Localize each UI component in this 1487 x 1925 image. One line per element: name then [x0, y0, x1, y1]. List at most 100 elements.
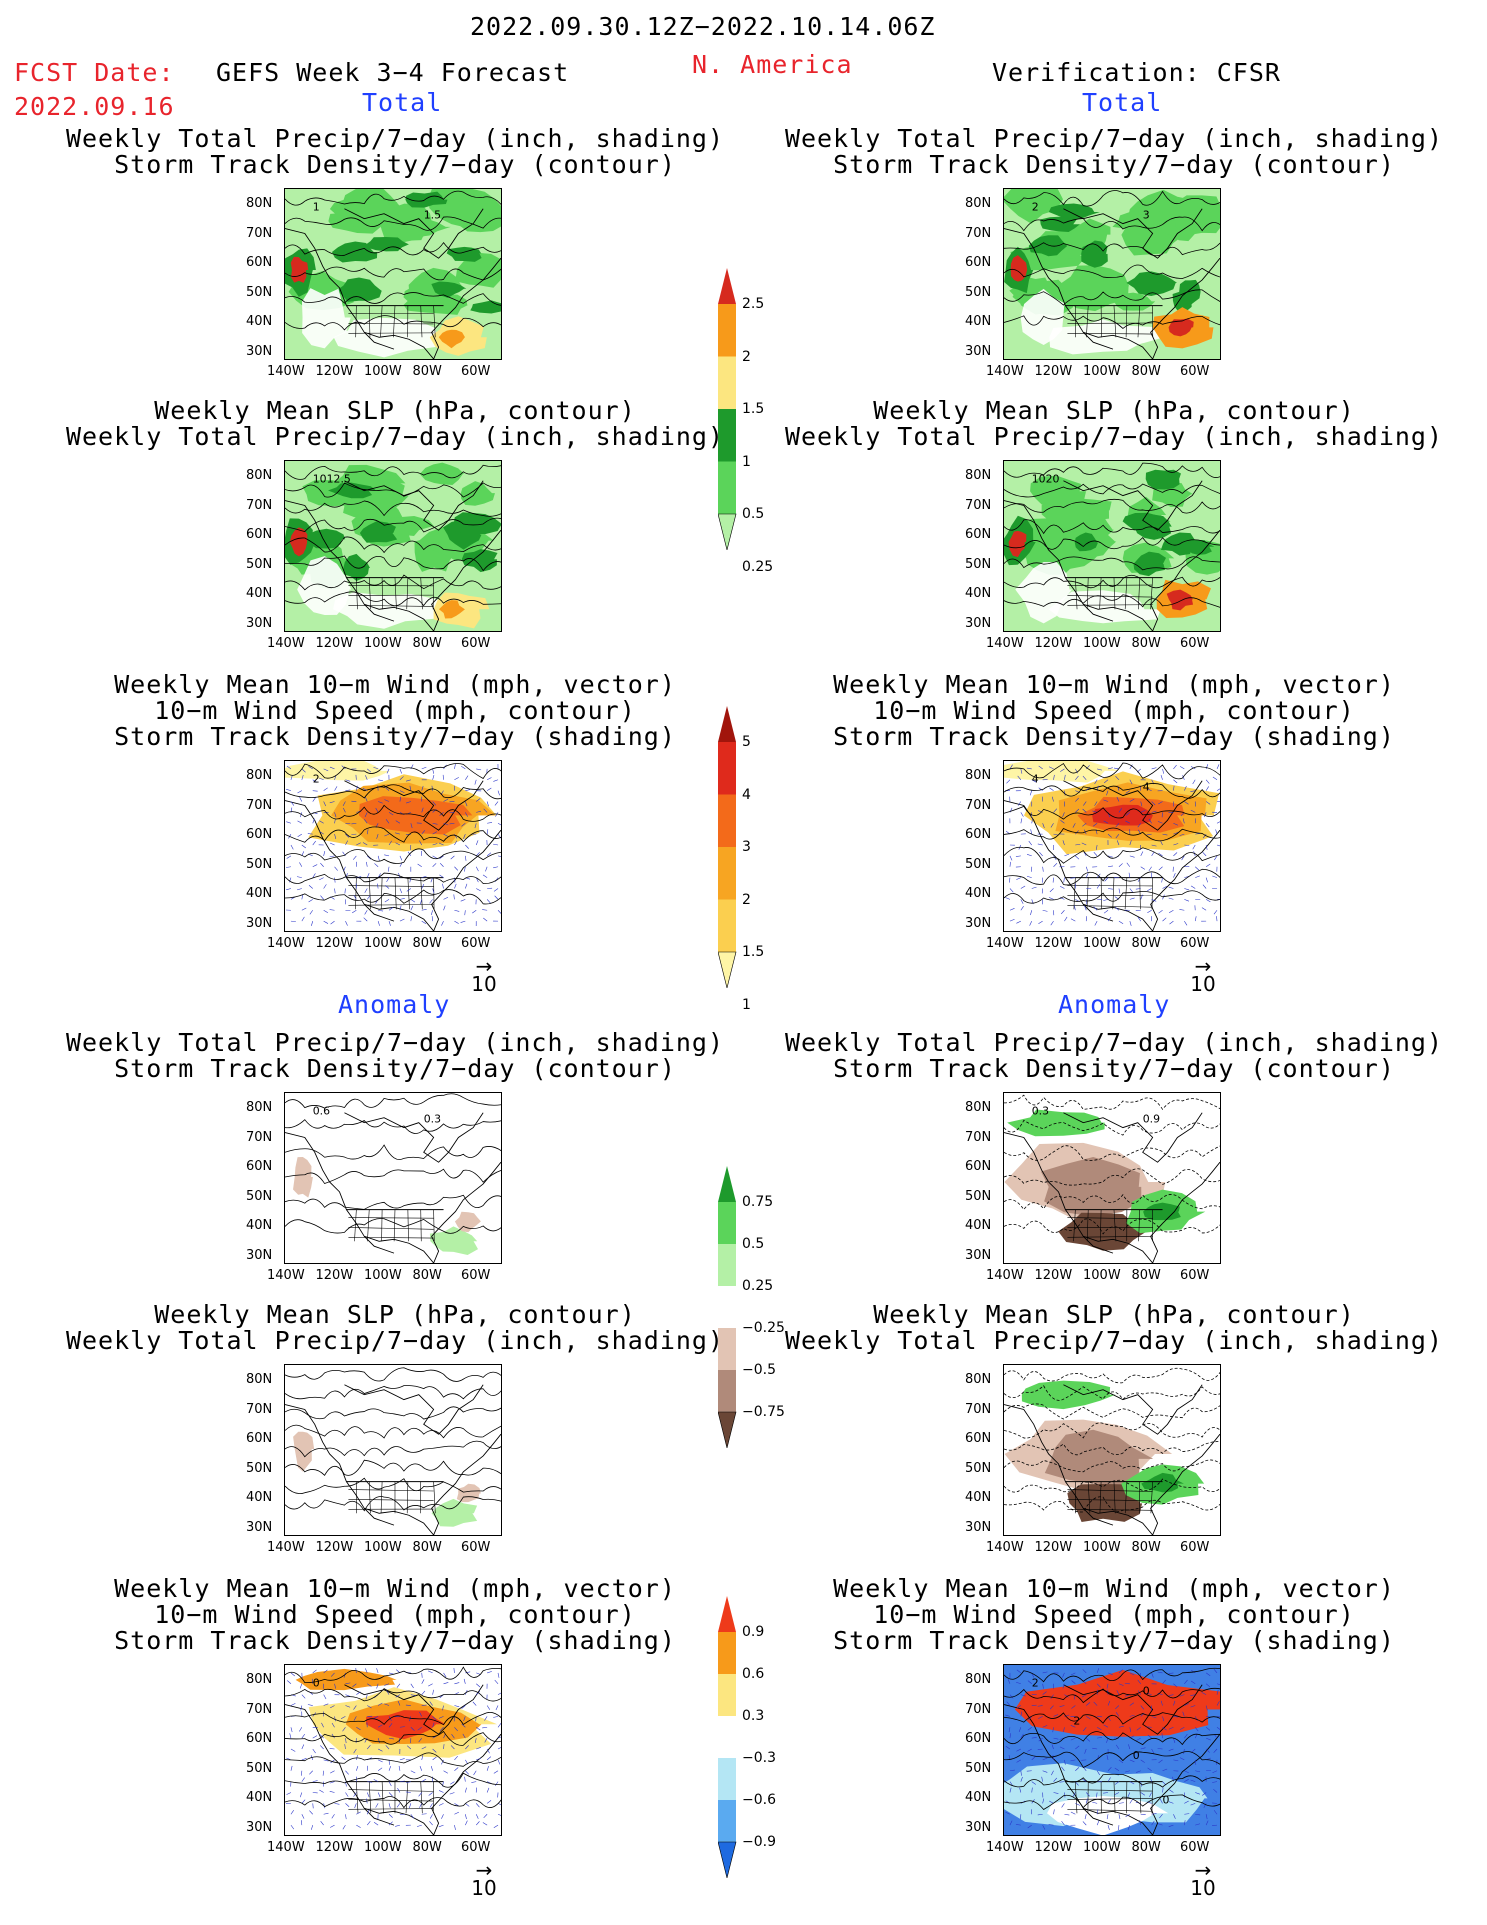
colorbar-segment [718, 847, 736, 900]
section-anomaly-right: Anomaly [1058, 990, 1171, 1019]
panel-title: Weekly Mean 10−m Wind (mph, vector) 10−m … [764, 672, 1464, 750]
colorbar-label: 1.5 [742, 944, 765, 960]
lat-label: 60N [965, 827, 992, 842]
lat-label: 60N [246, 255, 273, 270]
precip-anom-wet [1021, 1380, 1116, 1410]
map-plot: 23 [1004, 189, 1220, 359]
east-coast [431, 829, 501, 931]
panel-title: Weekly Mean SLP (hPa, contour) Weekly Tot… [764, 1302, 1464, 1354]
colorbar-arrow-top [718, 706, 736, 742]
colorbar-label: 5 [742, 734, 751, 750]
hudson-arctic [344, 480, 484, 531]
lon-label: 60W [461, 936, 491, 951]
precip-shade [359, 521, 398, 543]
panel-title: Weekly Mean 10−m Wind (mph, vector) 10−m … [764, 1576, 1464, 1654]
lon-label: 100W [364, 1840, 402, 1855]
dry-area [1049, 319, 1165, 355]
colorbar-total-precip: 2.5 2 1.5 1 0.5 0.25 [717, 268, 808, 575]
precip-shade [1041, 500, 1091, 533]
lon-label: 60W [461, 364, 491, 379]
precip-shade [452, 512, 501, 535]
lat-label: 50N [246, 556, 273, 572]
precip-shade [445, 201, 501, 233]
panel-title: Weekly Total Precip/7−day (inch, shading… [764, 1030, 1464, 1082]
panel-title: Weekly Mean 10−m Wind (mph, vector) 10−m … [45, 672, 745, 750]
panel-title: Weekly Mean SLP (hPa, contour) Weekly Tot… [45, 1302, 745, 1354]
lon-label: 120W [315, 364, 354, 379]
lon-label: 120W [315, 1268, 354, 1283]
map-plot: 44 [1004, 761, 1220, 931]
us-mexico-border [1082, 1235, 1114, 1254]
colorbar-anom-storm: 0.9 0.6 0.3 −0.3 −0.6 −0.9 [717, 1596, 808, 1879]
contour-label: 0.6 [313, 1105, 330, 1118]
panel-title-line: Weekly Total Precip/7−day (inch, shading… [784, 1326, 1444, 1355]
dry-area [1020, 288, 1065, 345]
precip-anom-dry [293, 1431, 315, 1472]
panel-title: Weekly Mean SLP (hPa, contour) Weekly Tot… [45, 398, 745, 450]
precip-shade [1133, 551, 1166, 577]
precip-shade [1112, 211, 1176, 230]
us-mexico-border [363, 903, 395, 922]
lon-label: 60W [461, 1268, 491, 1283]
lon-label: 140W [986, 636, 1024, 651]
lon-label: 80W [1131, 1268, 1161, 1283]
lat-label: 60N [246, 827, 273, 842]
colorbar-segment [718, 1202, 736, 1244]
colorbar-segment [718, 304, 736, 357]
hudson-arctic [1063, 480, 1203, 531]
wind-vectors [1004, 764, 1220, 926]
vector-reference-value: 10 [471, 972, 497, 996]
lat-label: 60N [246, 1431, 273, 1446]
lon-label: 60W [461, 1840, 491, 1855]
colorbar-segment [718, 1674, 736, 1716]
panel-title-line: 10−m Wind Speed (mph, contour) [154, 696, 636, 725]
lat-label: 70N [246, 1129, 273, 1145]
lon-label: 80W [412, 1840, 442, 1855]
precip-anom-dry [1067, 1484, 1143, 1522]
lat-label: 30N [246, 1247, 273, 1263]
lon-label: 100W [364, 1540, 402, 1555]
west-coast [1004, 1132, 1153, 1263]
contour-lines [285, 763, 501, 905]
lon-label: 120W [315, 636, 354, 651]
lat-label: 50N [965, 284, 992, 300]
map-plot: 1020 [1004, 461, 1220, 631]
panel-title-line: Weekly Mean 10−m Wind (mph, vector) [833, 670, 1395, 699]
lat-label: 70N [965, 1701, 992, 1717]
lat-label: 70N [965, 1129, 992, 1145]
panel-title-line: Storm Track Density/7−day (contour) [114, 150, 676, 179]
lat-label: 80N [246, 1372, 273, 1387]
dry-area [1015, 562, 1073, 624]
precip-shade [1184, 539, 1215, 555]
precip-anom-dry [1058, 1212, 1147, 1251]
lon-label: 140W [986, 1540, 1024, 1555]
storm-shade [1004, 761, 1120, 783]
west-coast [285, 1132, 434, 1263]
panel-title: Weekly Mean SLP (hPa, contour) Weekly Tot… [764, 398, 1464, 450]
state-borders [1067, 1481, 1153, 1514]
contour-lines [285, 1093, 501, 1234]
panel-title-line: Weekly Total Precip/7−day (inch, shading… [784, 124, 1444, 153]
colorbar-label: 0.9 [742, 1624, 765, 1640]
lat-label: 40N [965, 886, 992, 901]
lat-label: 30N [246, 1819, 273, 1835]
contour-lines [285, 1666, 501, 1809]
map-plot: 0.3 0.9 [1004, 1093, 1220, 1263]
lat-label: 30N [965, 1819, 992, 1835]
lat-label: 80N [965, 1672, 992, 1687]
panel-title-line: Storm Track Density/7−day (shading) [114, 722, 676, 751]
panel-title-line: Storm Track Density/7−day (shading) [114, 1626, 676, 1655]
lat-label: 70N [965, 225, 992, 241]
colorbar-label: −0.6 [742, 1792, 776, 1808]
lat-label: 40N [246, 1218, 273, 1233]
colorbar-arrow-bottom [717, 951, 737, 989]
vector-reference: → 10 [1183, 1860, 1223, 1900]
lat-label: 40N [246, 314, 273, 329]
lon-label: 120W [315, 1840, 354, 1855]
lat-label: 80N [965, 468, 992, 483]
east-coast [431, 1733, 501, 1835]
colorbar-label: 2.5 [742, 296, 765, 312]
lon-label: 80W [1131, 364, 1161, 379]
state-borders [1067, 305, 1154, 338]
